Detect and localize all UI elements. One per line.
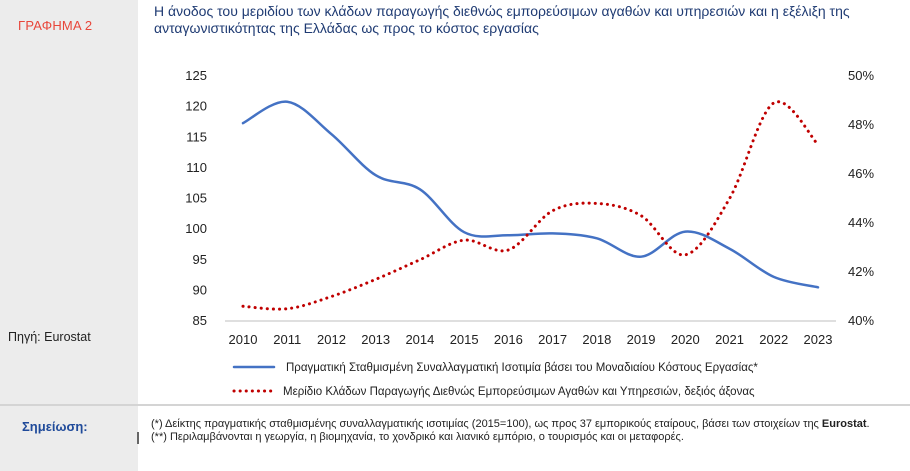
legend-label-share: Μερίδιο Κλάδων Παραγωγής Διεθνώς Εμπορεύ…	[283, 386, 755, 398]
right-tick-label: 46%	[848, 166, 874, 181]
left-tick-label: 95	[193, 252, 207, 267]
legend: Πραγματική Σταθμισμένη Συναλλαγματική Ισ…	[232, 362, 758, 398]
x-tick-label: 2015	[450, 332, 479, 347]
right-tick-label: 40%	[848, 313, 874, 328]
left-axis-ticks: 85 90 95 100 105 110 115 120 125	[185, 68, 207, 328]
left-tick-label: 110	[186, 160, 207, 175]
panel-gap	[138, 0, 151, 404]
chart-svg: 85 90 95 100 105 110 115 120 125 40% 42% 44% 46% 48%…	[185, 68, 874, 398]
chart-panel	[151, 0, 910, 404]
left-tick-label: 90	[193, 282, 207, 297]
x-tick-label: 2016	[494, 332, 523, 347]
section-divider	[0, 404, 910, 406]
x-tick-label: 2018	[582, 332, 611, 347]
x-tick-label: 2019	[627, 332, 656, 347]
note-label: Σημείωση:	[22, 419, 88, 434]
right-tick-label: 50%	[848, 68, 874, 83]
right-axis-ticks: 40% 42% 44% 46% 48% 50%	[848, 68, 874, 328]
note-side-panel	[0, 406, 138, 471]
note-2: (**) Περιλαμβάνονται η γεωργία, η βιομηχ…	[137, 431, 891, 444]
legend-label-reer: Πραγματική Σταθμισμένη Συναλλαγματική Ισ…	[286, 362, 758, 374]
x-tick-label: 2011	[273, 332, 301, 347]
x-tick-label: 2017	[538, 332, 567, 347]
note-1: (*) Δείκτης πραγματικής σταθμισμένης συν…	[137, 418, 891, 444]
chart-title: Η άνοδος του μεριδίου των κλάδων παραγωγ…	[154, 3, 850, 36]
left-tick-label: 105	[185, 191, 207, 206]
source-label: Πηγή: Eurostat	[8, 330, 91, 344]
left-tick-label: 85	[193, 313, 207, 328]
x-tick-label: 2021	[715, 332, 744, 347]
right-tick-label: 48%	[848, 117, 874, 132]
note-1-end: .	[866, 418, 870, 430]
series-line-reer	[241, 100, 820, 289]
left-tick-label: 115	[186, 129, 207, 144]
notes-block: (*) Δείκτης πραγματικής σταθμισμένης συν…	[137, 418, 891, 444]
note-1-source: Eurostat	[821, 418, 867, 430]
x-tick-label: 2020	[671, 332, 700, 347]
x-axis-ticks: 2010 2011 2012 2013 2014 2015 2016 2017 2018 2019…	[229, 332, 833, 347]
right-tick-label: 42%	[848, 264, 874, 279]
right-tick-label: 44%	[848, 215, 874, 230]
note-2-text: (**) Περιλαμβάνονται η γεωργία, η βιομηχ…	[151, 431, 684, 443]
note-1-text: (*) Δείκτης πραγματικής σταθμισμένης συν…	[151, 418, 822, 430]
x-tick-label: 2010	[229, 332, 258, 347]
figure-label: ΓΡΑΦΗΜΑ 2	[18, 18, 93, 33]
left-tick-label: 120	[185, 99, 207, 114]
left-tick-label: 100	[185, 221, 207, 236]
series-lines	[241, 100, 820, 311]
left-tick-label: 125	[185, 68, 207, 83]
note-marker	[137, 432, 139, 442]
side-panel	[0, 0, 138, 404]
x-tick-label: 2022	[759, 332, 788, 347]
x-tick-label: 2012	[317, 332, 346, 347]
x-tick-label: 2014	[405, 332, 434, 347]
x-tick-label: 2013	[361, 332, 390, 347]
x-tick-label: 2023	[804, 332, 833, 347]
